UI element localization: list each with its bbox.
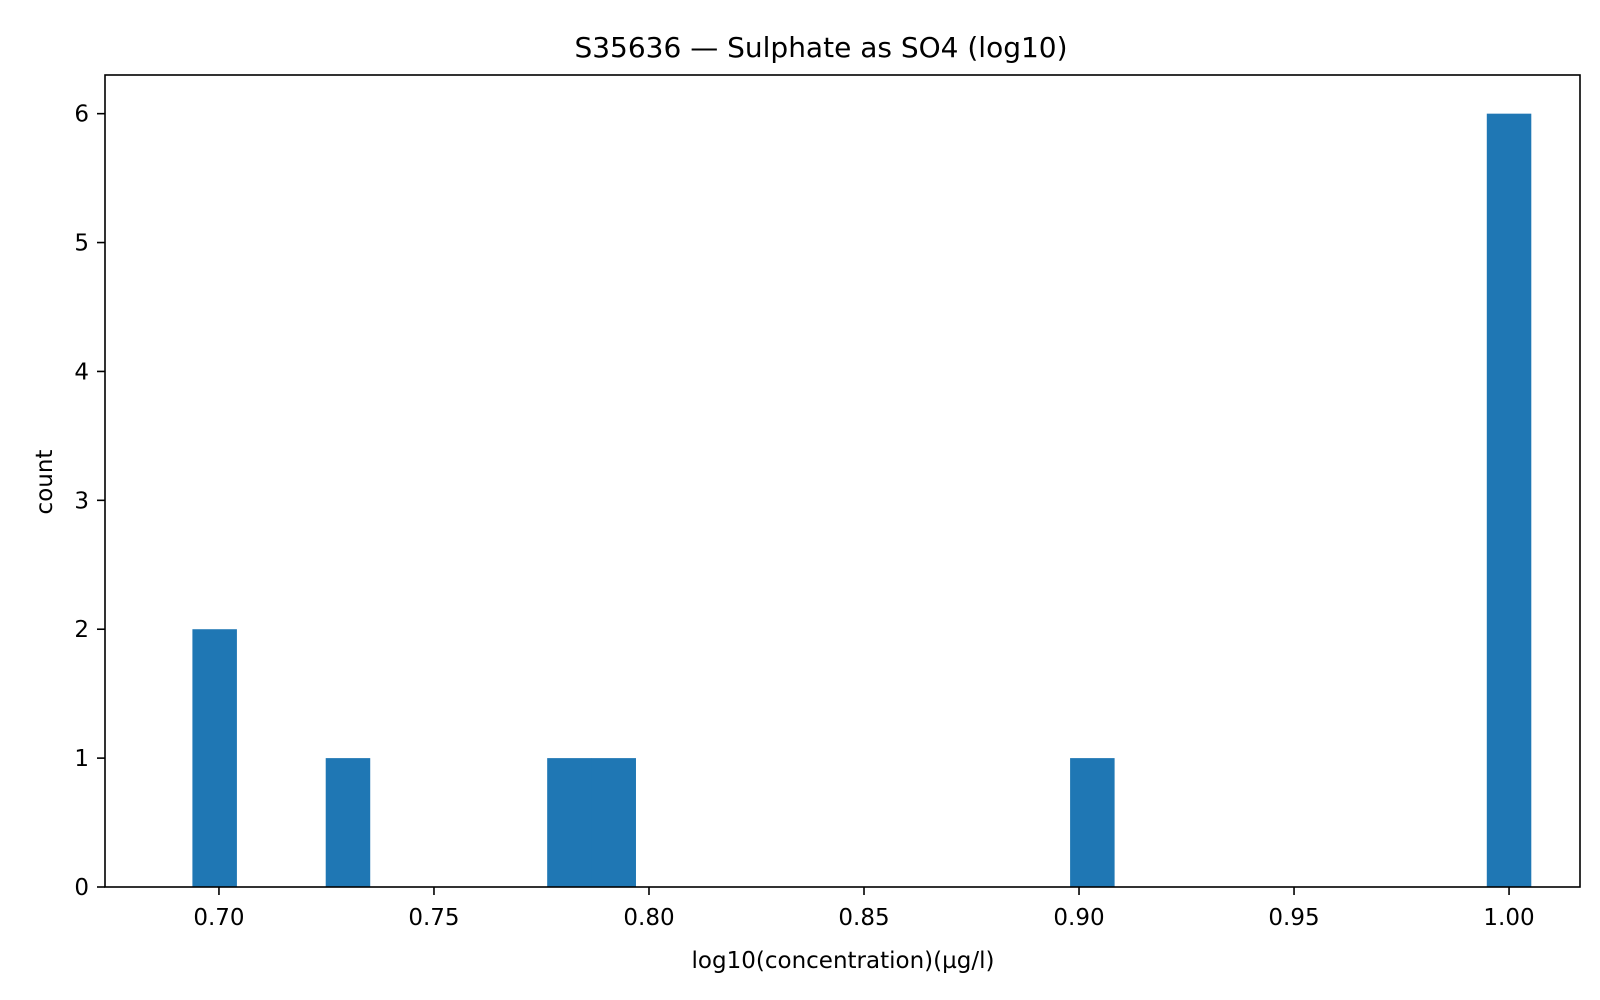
x-tick-label-3: 0.85 <box>838 905 889 931</box>
plot-frame <box>104 74 1581 888</box>
x-tick-label-1: 0.75 <box>408 905 459 931</box>
chart-title: S35636 — Sulphate as SO4 (log10) <box>574 31 1067 64</box>
histogram-bar-0 <box>192 629 237 887</box>
y-axis-ticks: 0 1 2 3 4 5 6 <box>74 102 105 901</box>
x-axis-label: log10(concentration)(µg/l) <box>692 948 995 974</box>
histogram-bar-4 <box>1070 758 1115 887</box>
bars-group <box>192 113 1532 887</box>
y-tick-label-5: 5 <box>74 231 89 257</box>
y-tick-label-2: 2 <box>74 617 89 643</box>
y-axis-label: count <box>32 450 58 515</box>
x-axis-ticks: 0.70 0.75 0.80 0.85 0.90 0.95 1.00 <box>193 887 1535 931</box>
y-tick-label-3: 3 <box>74 488 89 514</box>
x-tick-label-0: 0.70 <box>193 905 244 931</box>
y-tick-label-6: 6 <box>74 102 89 128</box>
histogram-bar-2 <box>547 758 592 887</box>
x-tick-label-6: 1.00 <box>1483 905 1534 931</box>
histogram-bar-3 <box>591 758 636 887</box>
y-tick-label-4: 4 <box>74 359 89 385</box>
y-tick-label-1: 1 <box>74 746 89 772</box>
histogram-bar-1 <box>325 758 371 887</box>
histogram-bar-5 <box>1486 113 1532 887</box>
y-tick-label-0: 0 <box>74 875 89 901</box>
x-tick-label-5: 0.95 <box>1268 905 1319 931</box>
x-tick-label-2: 0.80 <box>623 905 674 931</box>
x-tick-label-4: 0.90 <box>1053 905 1104 931</box>
